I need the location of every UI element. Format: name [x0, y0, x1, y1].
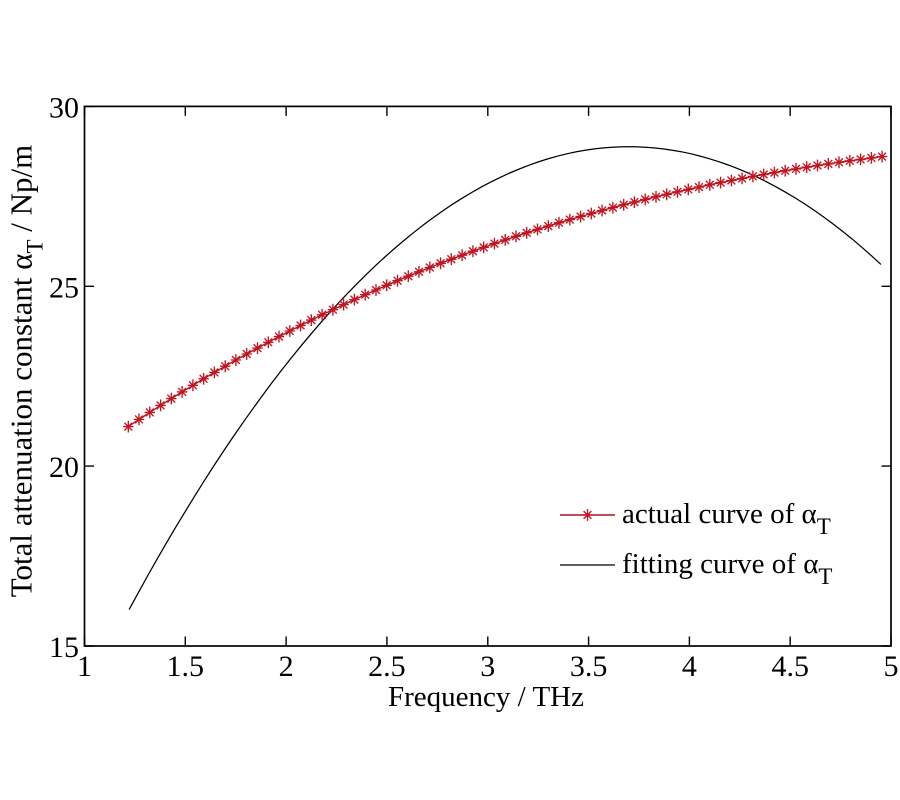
svg-text:5: 5: [884, 650, 899, 683]
svg-text:2.5: 2.5: [368, 650, 406, 683]
svg-text:4.5: 4.5: [771, 650, 809, 683]
svg-text:15: 15: [49, 631, 79, 664]
svg-text:1.5: 1.5: [167, 650, 205, 683]
svg-text:3: 3: [480, 650, 495, 683]
svg-text:1: 1: [77, 650, 92, 683]
svg-text:3.5: 3.5: [570, 650, 608, 683]
svg-text:4: 4: [682, 650, 697, 683]
svg-text:20: 20: [49, 451, 79, 484]
svg-text:25: 25: [49, 271, 79, 304]
svg-text:30: 30: [49, 91, 79, 124]
svg-text:2: 2: [279, 650, 294, 683]
svg-text:Frequency / THz: Frequency / THz: [388, 681, 584, 713]
